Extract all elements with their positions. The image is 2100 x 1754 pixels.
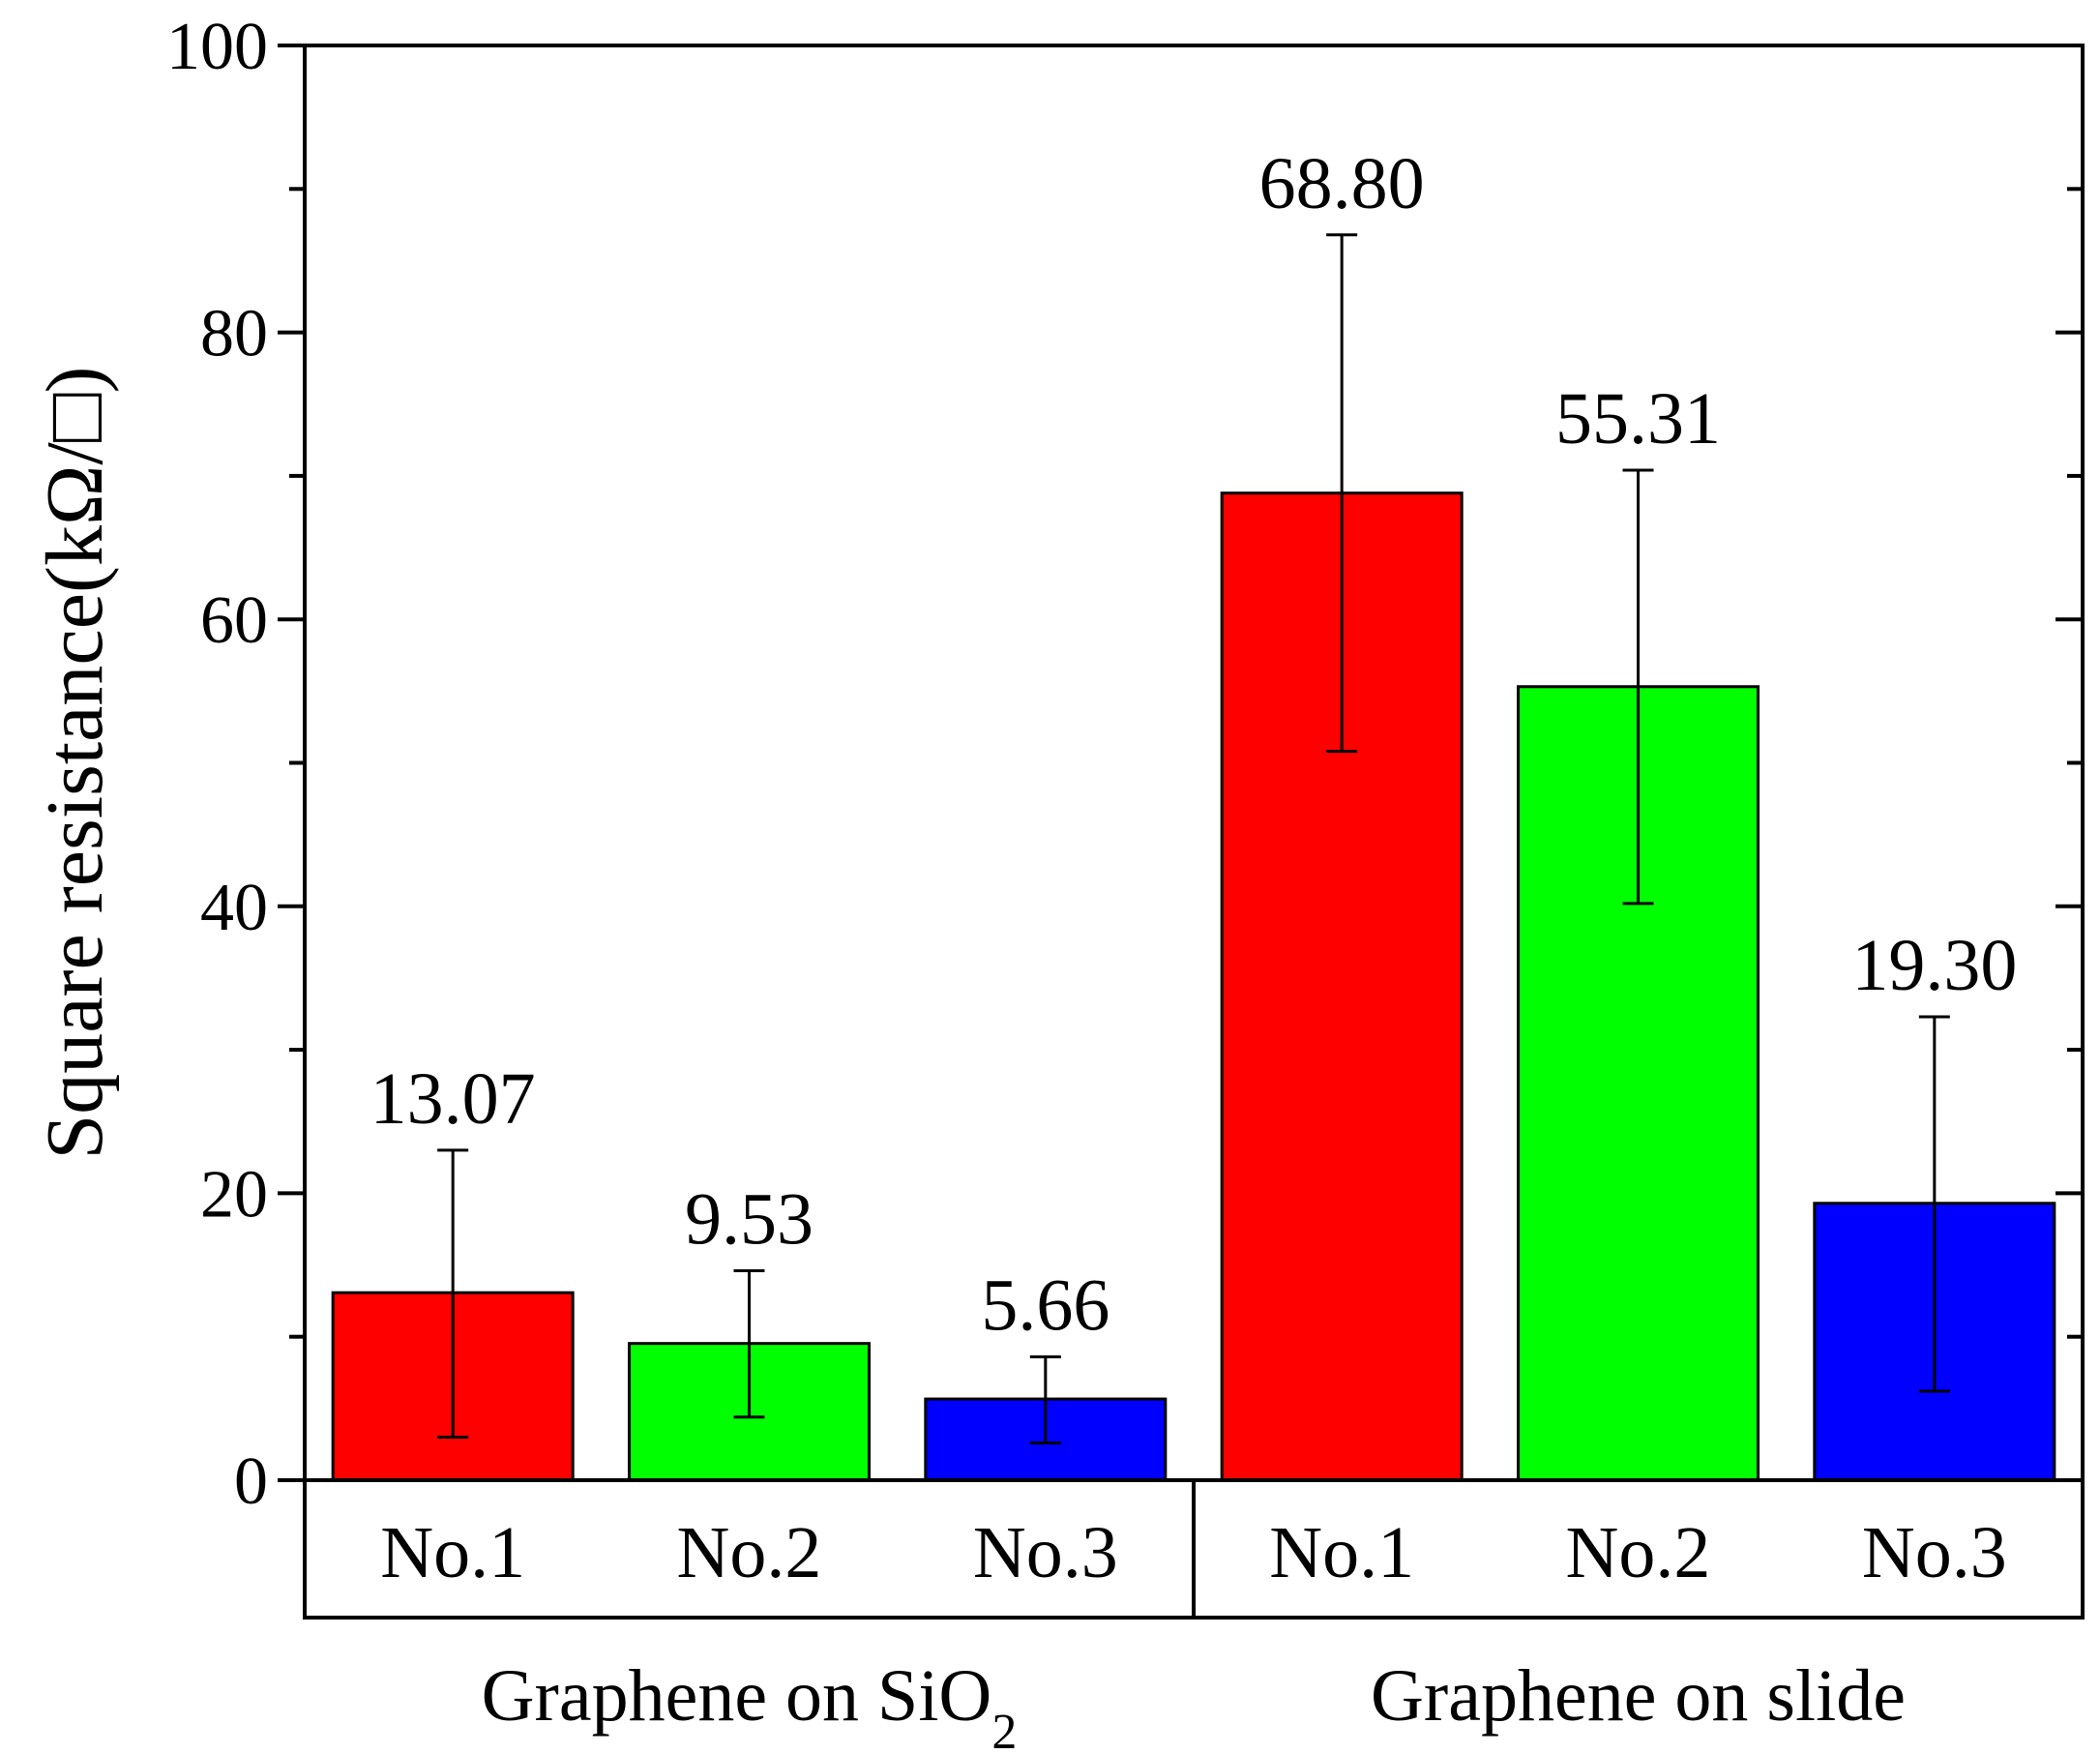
- bar-value-label: 5.66: [981, 1264, 1109, 1346]
- bar-value-label: 13.07: [370, 1058, 536, 1140]
- y-tick-label: 100: [166, 10, 268, 84]
- y-tick-label: 40: [200, 871, 268, 945]
- bar-value-label: 19.30: [1851, 925, 2017, 1006]
- category-label: No.3: [973, 1512, 1118, 1593]
- bar-value-label: 55.31: [1555, 378, 1721, 460]
- category-label: No.1: [380, 1512, 525, 1593]
- y-tick-label: 60: [200, 583, 268, 658]
- category-label: No.3: [1862, 1512, 2007, 1593]
- bar-value-label: 9.53: [685, 1178, 813, 1260]
- y-axis-title: Square resistance(kΩ/□): [30, 367, 120, 1160]
- plot-area: 0 20 40 60 80 100 Square resistance(kΩ/□) 13.07…: [30, 10, 2085, 1754]
- bar-value-label: 68.80: [1259, 143, 1425, 224]
- y-tick-label: 80: [200, 297, 268, 372]
- group-label: Graphene on slide: [1371, 1655, 1906, 1737]
- category-label: No.2: [1566, 1512, 1711, 1593]
- y-tick-label: 20: [200, 1157, 268, 1232]
- group-label: Graphene on SiO2: [482, 1655, 1018, 1749]
- category-label: No.1: [1269, 1512, 1414, 1593]
- category-label: No.2: [677, 1512, 822, 1593]
- y-tick-label: 0: [234, 1444, 268, 1519]
